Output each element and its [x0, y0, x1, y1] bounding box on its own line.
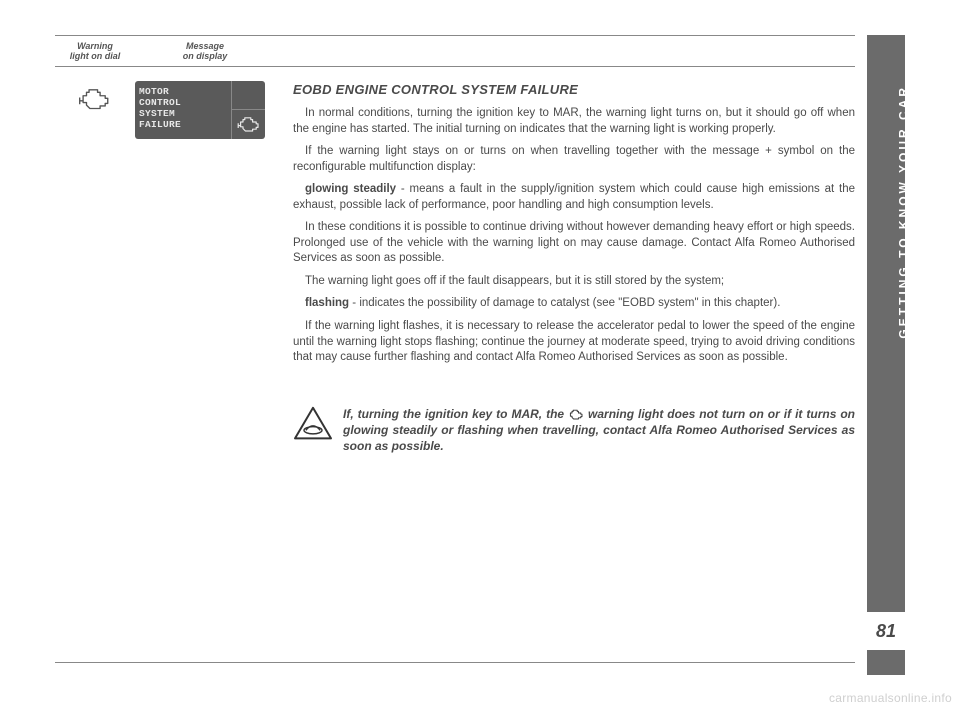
table-header: Warning light on dial Message on display [55, 38, 855, 67]
paragraph: flashing - indicates the possibility of … [293, 296, 855, 312]
display-text-area: MOTOR CONTROL SYSTEM FAILURE [135, 81, 231, 139]
display-line: SYSTEM [139, 109, 227, 120]
engine-icon [568, 409, 584, 421]
para-text: - indicates the possibility of damage to… [349, 297, 780, 309]
paragraph: In normal conditions, turning the igniti… [293, 106, 855, 137]
header-text: Message [186, 41, 224, 51]
lead-term: flashing [305, 297, 349, 309]
table-row: MOTOR CONTROL SYSTEM FAILURE [55, 67, 855, 454]
display-empty-cell [232, 81, 265, 111]
display-line: CONTROL [139, 98, 227, 109]
message-cell: MOTOR CONTROL SYSTEM FAILURE [135, 81, 275, 454]
paragraph: If the warning light stays on or turns o… [293, 144, 855, 175]
paragraph: The warning light goes off if the fault … [293, 274, 855, 290]
page-number: 81 [867, 612, 905, 650]
display-line: FAILURE [139, 120, 227, 131]
header-col-warning: Warning light on dial [55, 42, 135, 62]
section-title: EOBD ENGINE CONTROL SYSTEM FAILURE [293, 81, 855, 99]
engine-icon [237, 116, 261, 134]
paragraph: In these conditions it is possible to co… [293, 220, 855, 267]
warning-text: If, turning the ignition key to MAR, the… [343, 406, 855, 455]
header-text: on display [183, 51, 228, 61]
header-col-message: Message on display [135, 42, 275, 62]
header-text: Warning [77, 41, 113, 51]
dashboard-display: MOTOR CONTROL SYSTEM FAILURE [135, 81, 265, 139]
content-area: Warning light on dial Message on display… [55, 35, 855, 675]
warning-triangle-icon [293, 406, 333, 442]
lead-term: glowing steadily [305, 183, 396, 195]
warning-block: If, turning the ignition key to MAR, the… [293, 406, 855, 455]
description-cell: EOBD ENGINE CONTROL SYSTEM FAILURE In no… [275, 81, 855, 454]
display-icon-cell [232, 110, 265, 139]
watermark: carmanualsonline.info [829, 691, 952, 705]
page-container: GETTING TO KNOW YOUR CAR 81 Warning ligh… [55, 35, 905, 675]
display-right-panel [231, 81, 265, 139]
section-tab: GETTING TO KNOW YOUR CAR 81 [867, 35, 905, 675]
paragraph: If the warning light flashes, it is nece… [293, 319, 855, 366]
section-tab-label: GETTING TO KNOW YOUR CAR [897, 85, 911, 339]
top-rule [55, 35, 855, 36]
warning-light-cell [55, 81, 135, 454]
header-text: light on dial [70, 51, 121, 61]
paragraph: glowing steadily - means a fault in the … [293, 182, 855, 213]
warning-pre: If, turning the ignition key to MAR, the [343, 407, 568, 421]
engine-icon [78, 87, 112, 113]
bottom-rule [55, 662, 855, 663]
